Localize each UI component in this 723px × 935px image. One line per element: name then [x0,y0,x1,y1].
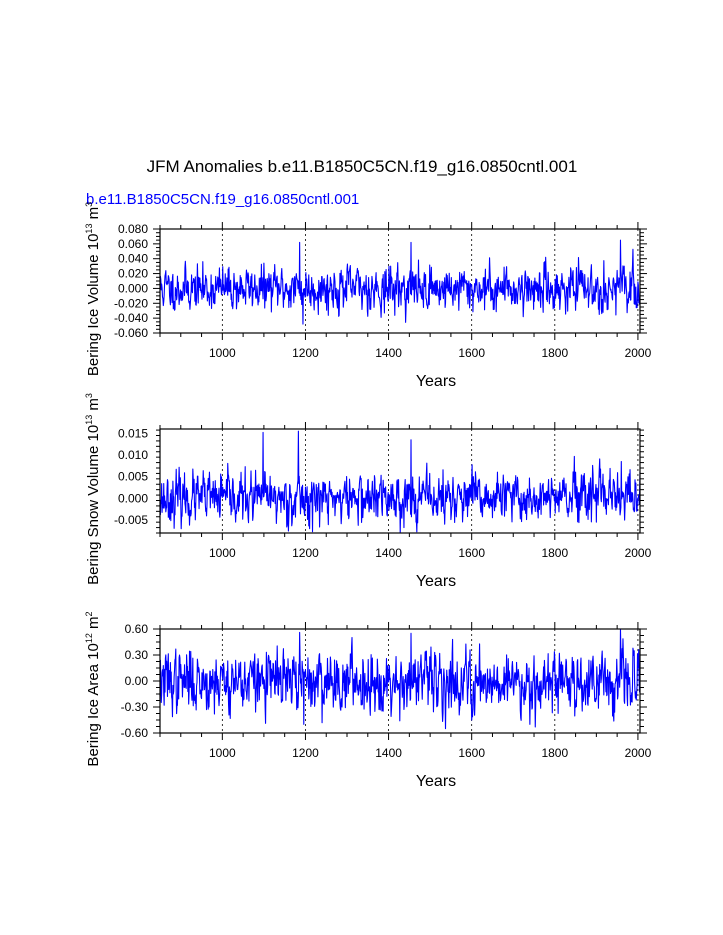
data-series-line [159,239,641,325]
y-tick-label: 0.010 [118,448,148,462]
y-tick-label: 0.015 [118,426,148,440]
y-axis-label-exponent: 3 [84,393,94,398]
y-tick-label: -0.60 [121,726,149,740]
data-series-line [159,430,641,534]
y-tick-label: 0.60 [125,622,149,636]
y-axis-label-text: m [85,616,102,633]
y-tick-label: 0.000 [118,491,148,505]
x-tick-label: 1000 [209,346,236,360]
y-axis-label-exponent: 3 [84,202,94,207]
x-tick-label: 2000 [625,546,652,560]
x-tick-label: 1200 [292,546,319,560]
x-tick-label: 1800 [541,346,568,360]
panels: 1000 1200 1400 1600 1800 2000-0.060-0.040-0.0… [84,202,652,790]
x-tick-label: 1400 [375,546,402,560]
x-axis-label: Years [416,573,456,590]
y-tick-label: 0.30 [125,648,149,662]
x-tick-label: 1800 [541,746,568,760]
x-tick-label: 1400 [375,346,402,360]
y-axis-label-text: m [85,207,102,224]
x-tick-label: 1800 [541,546,568,560]
y-tick-label: -0.040 [114,311,148,325]
panel-ice-volume: 1000 1200 1400 1600 1800 2000 -0.060-0.040-0.0… [84,202,652,390]
x-tick-label: 1400 [375,746,402,760]
x-axis-label: Years [416,773,456,790]
x-tick-label: 1200 [292,346,319,360]
y-axis-label-text: Bering Ice Area 10 [85,643,102,766]
y-tick-label: 0.005 [118,470,148,484]
figure-subtitle: b.e11.B1850C5CN.f19_g16.0850cntl.001 [86,191,359,208]
y-tick-label: 0.000 [118,281,148,295]
x-axis-label: Years [416,373,456,390]
panel-snow-volume: 1000 1200 1400 1600 1800 2000 -0.005 0.000 0.005… [84,393,652,590]
y-tick-label: -0.060 [114,326,148,340]
y-axis-label: Bering Ice Area 1012 m2 [84,611,102,766]
x-tick-label: 1000 [209,746,236,760]
plot-frame [159,428,641,534]
data-series-line [159,628,641,730]
y-tick-label: -0.30 [121,700,149,714]
y-axis-label: Bering Ice Volume 1013 m3 [84,202,102,376]
y-axis-label-text: Bering Ice Volume 10 [85,234,102,377]
x-tick-label: 2000 [625,746,652,760]
y-axis-label: Bering Snow Volume 1013 m3 [84,393,102,585]
y-tick-label: 0.080 [118,222,148,236]
y-tick-label: 0.040 [118,252,148,266]
x-tick-label: 1000 [209,546,236,560]
y-axis-label-exponent: 13 [84,415,94,425]
x-tick-label: 2000 [625,346,652,360]
y-axis-label-exponent: 2 [84,611,94,616]
y-axis-label-exponent: 13 [84,224,94,234]
y-axis-label-text: Bering Snow Volume 10 [85,425,102,585]
y-axis-label-exponent: 12 [84,633,94,643]
y-tick-label: 0.060 [118,237,148,251]
y-axis-label-text: m [85,398,102,415]
y-tick-label: -0.005 [114,513,148,527]
y-tick-label: -0.020 [114,296,148,310]
figure-title: JFM Anomalies b.e11.B1850C5CN.f19_g16.08… [147,157,578,176]
plot-frame [159,228,641,334]
panel-ice-area: 1000 1200 1400 1600 1800 2000 -0.60 -0.30 0.00 0.… [84,611,652,790]
x-tick-label: 1600 [458,746,485,760]
y-tick-label: 0.00 [125,674,149,688]
x-tick-label: 1600 [458,346,485,360]
y-tick-label: 0.020 [118,267,148,281]
x-tick-label: 1600 [458,546,485,560]
x-tick-label: 1200 [292,746,319,760]
